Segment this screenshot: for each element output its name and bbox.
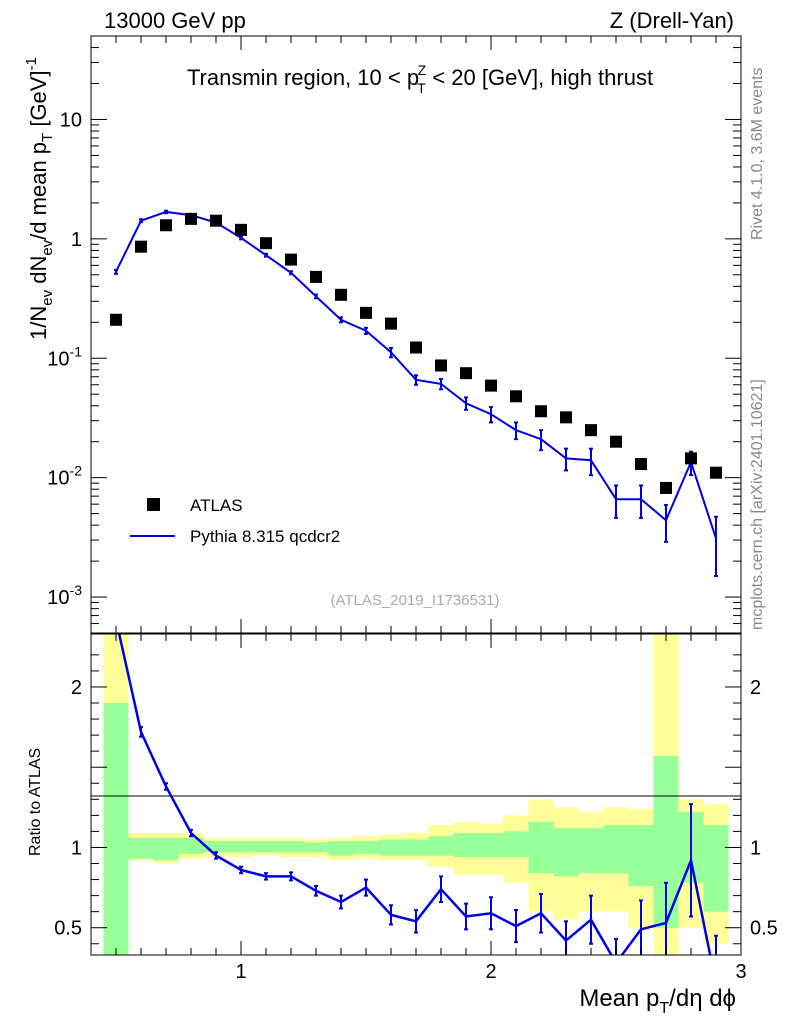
- ratio-band-inner: [278, 841, 304, 853]
- mcplots-label: mcplots.cern.ch [arXiv:2401.10621]: [749, 379, 766, 630]
- atlas-data-point: [385, 317, 397, 330]
- ratio-band-inner: [478, 833, 504, 858]
- atlas-data-point: [560, 411, 572, 424]
- atlas-data-point: [510, 390, 522, 403]
- ratio-band-inner: [553, 828, 579, 877]
- ratio-band-inner: [703, 824, 729, 912]
- ratio-band-inner: [228, 841, 254, 853]
- ratio-band-inner: [503, 831, 529, 858]
- ratio-y-tick-label: 0.5: [54, 918, 82, 940]
- atlas-data-point: [185, 212, 197, 225]
- atlas-data-point: [235, 223, 247, 236]
- atlas-data-point: [135, 240, 147, 253]
- x-tick-label: 3: [735, 961, 746, 983]
- legend-data-label: ATLAS: [190, 496, 243, 515]
- atlas-data-point: [585, 424, 597, 437]
- ratio-band-inner: [628, 824, 654, 886]
- atlas-data-point: [535, 405, 547, 418]
- ratio-panel: 0.5 0.5 1 1 2 2: [54, 633, 778, 956]
- ratio-band-inner: [528, 821, 554, 874]
- main-y-tick-label: 1: [71, 229, 82, 251]
- main-y-tick-label: 10-2: [47, 463, 82, 490]
- atlas-data-point: [335, 288, 347, 301]
- header-left: 13000 GeV pp: [104, 8, 246, 33]
- svg-text:1/Nev dNev/d mean pT [GeV]-1: 1/Nev dNev/d mean pT [GeV]-1: [23, 57, 56, 340]
- main-y-axis-title: 1/Nev dNev/d mean pT [GeV]-1: [23, 57, 56, 340]
- ratio-y-tick-label: 2: [71, 677, 82, 699]
- ratio-band-inner: [128, 837, 154, 859]
- ratio-band-inner: [178, 837, 204, 854]
- ratio-band-inner: [253, 841, 279, 853]
- ratio-mc-group: [117, 634, 718, 955]
- atlas-data-point: [685, 452, 697, 465]
- atlas-data-point: [360, 306, 372, 319]
- atlas-data-point: [310, 270, 322, 283]
- ratio-band-inner: [353, 841, 379, 854]
- ratio-band-inner: [303, 842, 329, 853]
- watermark: (ATLAS_2019_I1736531): [330, 592, 499, 609]
- atlas-data-point: [260, 237, 272, 250]
- legend-data-marker: [147, 498, 160, 511]
- ratio-band-inner: [453, 833, 479, 858]
- atlas-data-point: [160, 219, 172, 232]
- main-y-tick-label: 10-3: [47, 582, 82, 609]
- atlas-data-point: [635, 458, 647, 471]
- legend: ATLAS Pythia 8.315 qcdcr2: [130, 496, 340, 546]
- ratio-y-tick-label: 1: [71, 837, 82, 859]
- ratio-y-tick-label-right: 2: [750, 677, 761, 699]
- atlas-data-point: [110, 313, 122, 326]
- main-panel: 10-3 10-2 10-1 1 10 Transmin region, 10 < pT…: [47, 35, 742, 634]
- atlas-data-point: [710, 466, 722, 479]
- atlas-data-point: [460, 367, 472, 380]
- ratio-y-tick-label-right: 0.5: [750, 918, 778, 940]
- ratio-y-tick-label-right: 1: [750, 837, 761, 859]
- ratio-band-inner: [153, 837, 179, 861]
- atlas-data-point: [660, 481, 672, 494]
- main-y-tick-label: 10: [60, 109, 82, 131]
- ratio-band-inner: [103, 703, 129, 955]
- ratio-y-axis-title: Ratio to ATLAS: [27, 748, 44, 856]
- header-right: Z (Drell-Yan): [610, 8, 734, 33]
- rivet-label: Rivet 4.1.0, 3.6M events: [749, 67, 766, 240]
- atlas-data-point: [435, 359, 447, 372]
- plot-title: Transmin region, 10 < pTZ < 20 [GeV], hi…: [187, 62, 653, 96]
- main-y-tick-label: 10-1: [47, 343, 82, 370]
- ratio-band-inner: [578, 828, 604, 874]
- atlas-data-point: [210, 214, 222, 227]
- ratio-band-inner: [328, 841, 354, 856]
- atlas-data-point: [610, 435, 622, 448]
- ratio-band-inner: [403, 839, 429, 856]
- atlas-data-point: [285, 253, 297, 266]
- ratio-band-inner: [203, 841, 229, 853]
- ratio-band-inner: [603, 824, 629, 874]
- ratio-band-inner: [378, 839, 404, 856]
- atlas-data-point: [410, 341, 422, 354]
- x-axis-title: Mean pT/dη dϕ: [579, 985, 736, 1017]
- x-tick-label: 2: [485, 961, 496, 983]
- atlas-data-point: [485, 379, 497, 392]
- legend-mc-label: Pythia 8.315 qcdcr2: [190, 527, 340, 546]
- ratio-band-inner: [428, 836, 454, 856]
- x-tick-label: 1: [235, 961, 246, 983]
